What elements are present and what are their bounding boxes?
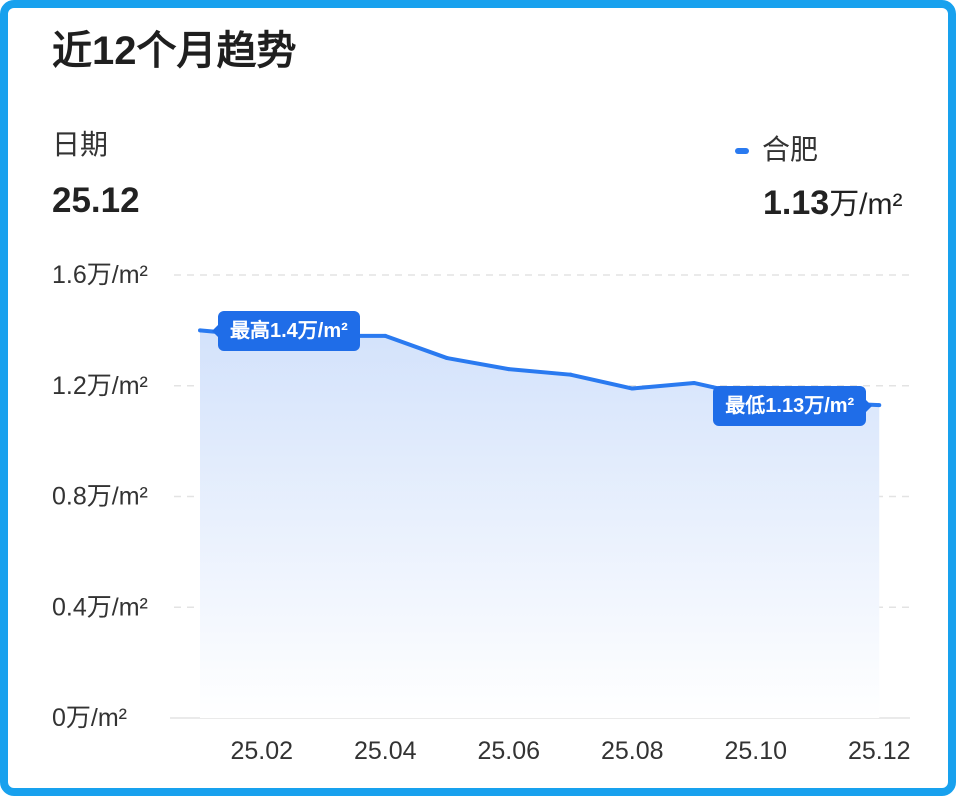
data-point [877, 403, 882, 408]
x-tick-label: 25.12 [848, 737, 911, 765]
x-tick-label: 25.04 [354, 737, 417, 765]
data-point [383, 333, 388, 338]
current-price-value: 1.13 [763, 184, 830, 222]
date-label: 日期 [52, 129, 109, 160]
current-price-unit: 万/m² [829, 188, 903, 221]
date-value: 25.12 [52, 181, 140, 220]
data-point [568, 372, 573, 377]
y-tick-label: 0.4万/m² [52, 593, 148, 621]
data-point [506, 367, 511, 372]
card-title: 近12个月趋势 [52, 29, 297, 73]
data-point [198, 328, 202, 333]
x-tick-label: 25.08 [601, 737, 664, 765]
data-point [445, 356, 449, 361]
data-point [692, 380, 696, 385]
data-point [630, 386, 635, 391]
legend-swatch [735, 148, 749, 154]
y-tick-label: 1.6万/m² [52, 261, 148, 289]
series-area [200, 330, 880, 718]
x-tick-label: 25.10 [724, 737, 787, 765]
x-tick-label: 25.02 [230, 737, 293, 765]
y-tick-label: 0万/m² [52, 704, 127, 732]
y-tick-label: 0.8万/m² [52, 483, 148, 511]
max-value-label: 最高1.4万/m² [212, 311, 360, 352]
legend-label: 合肥 [762, 134, 819, 165]
y-tick-label: 1.2万/m² [52, 372, 148, 400]
min-value-label: 最低1.13万/m² [713, 386, 873, 427]
x-tick-label: 25.06 [477, 737, 540, 765]
current-price: 1.13万/m² [763, 183, 903, 230]
